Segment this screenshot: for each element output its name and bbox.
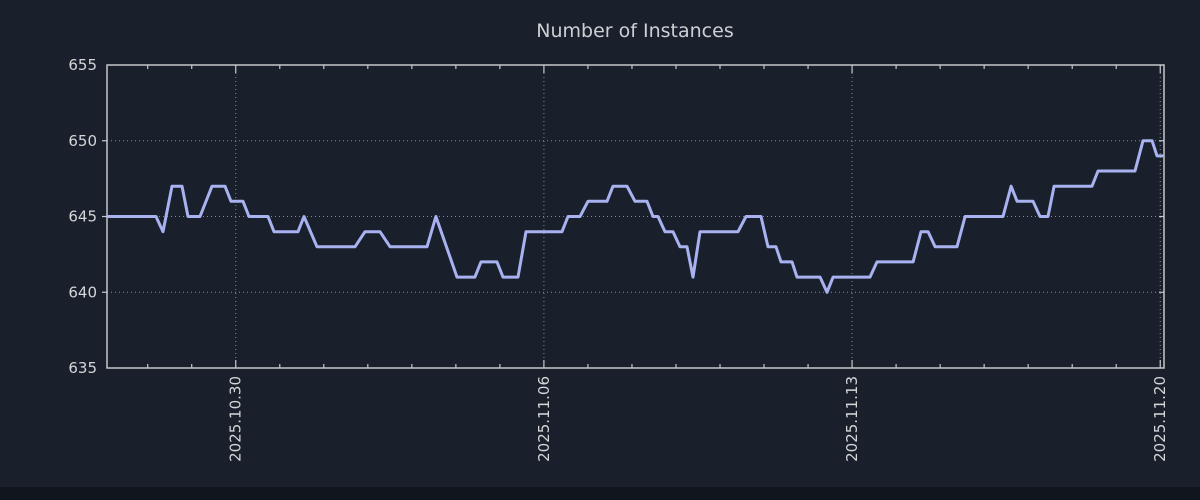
x-tick-label: 2025.11.06 bbox=[535, 376, 553, 462]
tick-layer bbox=[102, 65, 1164, 368]
series-line bbox=[107, 139, 1164, 294]
y-tick-label: 650 bbox=[68, 132, 97, 150]
y-tick-label: 635 bbox=[68, 359, 97, 377]
y-tick-label: 645 bbox=[68, 208, 97, 226]
y-tick-label: 655 bbox=[68, 56, 97, 74]
chart-title: Number of Instances bbox=[536, 20, 733, 42]
axis-labels: 635 640 645 650 655 2025.10.30 2025.11.06 2025.… bbox=[68, 56, 1169, 462]
y-tick-label: 640 bbox=[68, 283, 97, 301]
x-tick-label: 2025.11.20 bbox=[1151, 376, 1169, 462]
x-tick-label: 2025.11.13 bbox=[843, 376, 861, 462]
x-tick-label: 2025.10.30 bbox=[227, 376, 245, 462]
bottom-edge-band bbox=[0, 487, 1200, 500]
